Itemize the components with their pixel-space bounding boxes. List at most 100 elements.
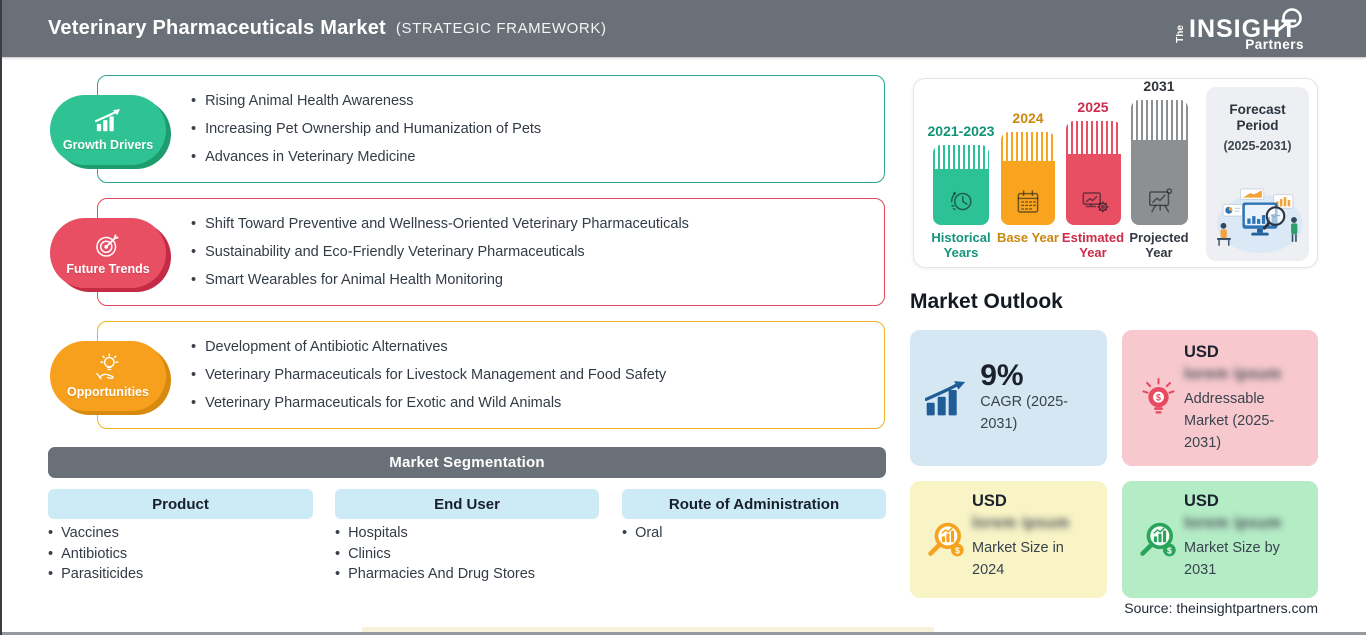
opportunities-box: Development of Antibiotic Alternatives V…: [97, 321, 885, 429]
logo-partners: Partners: [1245, 37, 1304, 52]
currency-label: USD: [1184, 343, 1219, 361]
future-trends-list: Shift Toward Preventive and Wellness-Ori…: [98, 216, 884, 288]
bulb-dollar-icon: $: [1141, 378, 1175, 414]
segment-header-end-user: End User: [335, 489, 599, 519]
end-user-list: Hospitals Clinics Pharmacies And Drug St…: [335, 523, 535, 585]
list-item: Development of Antibiotic Alternatives: [191, 339, 874, 355]
list-item: Pharmacies And Drug Stores: [335, 564, 535, 585]
cagr-value: 9%: [980, 359, 1024, 393]
bulb-hand-icon: [96, 353, 119, 380]
card-label: Market Size in 2024: [972, 540, 1064, 578]
opportunities-list: Development of Antibiotic Alternatives V…: [98, 339, 884, 411]
magnifier-dollar-icon-orange: $: [928, 522, 964, 556]
cagr-label: CAGR (2025-2031): [980, 394, 1069, 432]
magnifier-dollar-icon-green: $: [1140, 522, 1176, 556]
list-item: Veterinary Pharmaceuticals for Exotic an…: [191, 395, 874, 411]
bar-stripes: [933, 145, 989, 169]
bar-body: [1001, 161, 1055, 225]
list-item: Increasing Pet Ownership and Humanizatio…: [191, 121, 874, 137]
target-dart-icon: [96, 233, 119, 257]
list-item: Hospitals: [335, 523, 535, 544]
bar-year-label: 2021-2023: [927, 123, 995, 139]
pill-label: Growth Drivers: [62, 137, 154, 152]
pill-label: Future Trends: [66, 261, 150, 276]
bar-chart-arrow-icon: [925, 380, 966, 415]
header-bar: Veterinary Pharmaceuticals Market (STRAT…: [0, 0, 1366, 57]
timeline-bar-estimated: [1066, 121, 1121, 225]
timeline-card: 2021-2023 2024 2025 2031: [913, 78, 1318, 268]
list-item: Vaccines: [48, 523, 143, 544]
bar-stripes: [1001, 132, 1055, 161]
history-clock-icon: [950, 191, 972, 211]
list-item: Oral: [622, 523, 662, 544]
bar-year-label: 2031: [1143, 78, 1175, 94]
card-label: Addressable Market (2025-2031): [1184, 391, 1275, 451]
page-subtitle: (STRATEGIC FRAMEWORK): [395, 20, 607, 37]
list-item: Clinics: [335, 544, 535, 565]
product-list: Vaccines Antibiotics Parasiticides: [48, 523, 143, 585]
logo-magnifier-icon: [1282, 7, 1302, 28]
bar-body: [933, 169, 989, 225]
route-list: Oral: [622, 523, 662, 544]
bar-caption: Base Year: [997, 230, 1059, 245]
currency-label: USD: [1184, 492, 1219, 510]
svg-text:$: $: [1156, 392, 1161, 402]
timeline-bar-historical: [933, 145, 989, 225]
growth-drivers-list: Rising Animal Health Awareness Increasin…: [98, 93, 884, 165]
list-item: Veterinary Pharmaceuticals for Livestock…: [191, 367, 874, 383]
opportunities-pill: Opportunities: [50, 341, 166, 411]
growth-chart-icon: [94, 108, 121, 131]
forecast-range: (2025-2031): [1223, 139, 1292, 153]
logo-the: The: [1176, 24, 1186, 42]
forecast-title: Forecast Period: [1229, 102, 1286, 133]
insight-partners-logo: The INSIGHT Partners: [1176, 7, 1304, 52]
bar-caption: Historical Years: [931, 230, 991, 260]
addressable-market-card: $ USD lorem ipsum Addressable Market (20…: [1122, 330, 1318, 466]
list-item: Parasiticides: [48, 564, 143, 585]
bottom-accent-strip: [362, 627, 934, 632]
forecast-panel: Forecast Period (2025-2031): [1206, 87, 1309, 261]
left-edge-line: [0, 0, 2, 635]
bar-body: [1131, 140, 1188, 225]
bar-body: [1066, 154, 1121, 225]
cagr-card: 9% CAGR (2025-2031): [910, 330, 1107, 466]
bar-caption: Projected Year: [1129, 230, 1189, 260]
page-title: Veterinary Pharmaceuticals Market: [48, 17, 386, 39]
growth-drivers-box: Rising Animal Health Awareness Increasin…: [97, 75, 885, 183]
analytics-illustration: [1216, 188, 1303, 254]
logo-magnifier-handle: [1275, 22, 1288, 32]
projection-board-icon: [1148, 188, 1172, 213]
segment-header-product: Product: [48, 489, 313, 519]
currency-label: USD: [972, 492, 1007, 510]
list-item: Shift Toward Preventive and Wellness-Ori…: [191, 216, 874, 232]
future-trends-pill: Future Trends: [50, 218, 166, 288]
market-size-2031-card: $ USD lorem ipsum Market Size by 2031: [1122, 481, 1318, 598]
bar-stripes: [1066, 121, 1121, 154]
pill-label: Opportunities: [67, 385, 149, 399]
growth-drivers-pill: Growth Drivers: [50, 95, 166, 165]
market-size-2024-card: $ USD lorem ipsum Market Size in 2024: [910, 481, 1107, 598]
timeline-bar-base: [1001, 132, 1055, 225]
blurred-value: lorem ipsum: [1184, 514, 1282, 533]
segment-header-route: Route of Administration: [622, 489, 886, 519]
market-outlook-title: Market Outlook: [910, 290, 1063, 313]
future-trends-box: Shift Toward Preventive and Wellness-Ori…: [97, 198, 885, 306]
list-item: Antibiotics: [48, 544, 143, 565]
list-item: Rising Animal Health Awareness: [191, 93, 874, 109]
card-label: Market Size by 2031: [1184, 540, 1280, 578]
market-segmentation-header: Market Segmentation: [48, 447, 886, 478]
bar-year-label: 2025: [1077, 99, 1109, 115]
bottom-strip: [0, 632, 1366, 635]
list-item: Advances in Veterinary Medicine: [191, 149, 874, 165]
list-item: Smart Wearables for Animal Health Monito…: [191, 272, 874, 288]
bar-caption: Estimated Year: [1061, 230, 1125, 260]
svg-text:$: $: [955, 545, 960, 555]
icon-column: $: [1132, 378, 1184, 419]
svg-text:$: $: [1167, 545, 1172, 555]
icon-column: $: [1132, 520, 1184, 560]
list-item: Sustainability and Eco-Friendly Veterina…: [191, 244, 874, 260]
timeline-bar-projected: [1131, 100, 1188, 225]
bar-year-label: 2024: [1012, 110, 1044, 126]
blurred-value: lorem ipsum: [972, 514, 1070, 533]
